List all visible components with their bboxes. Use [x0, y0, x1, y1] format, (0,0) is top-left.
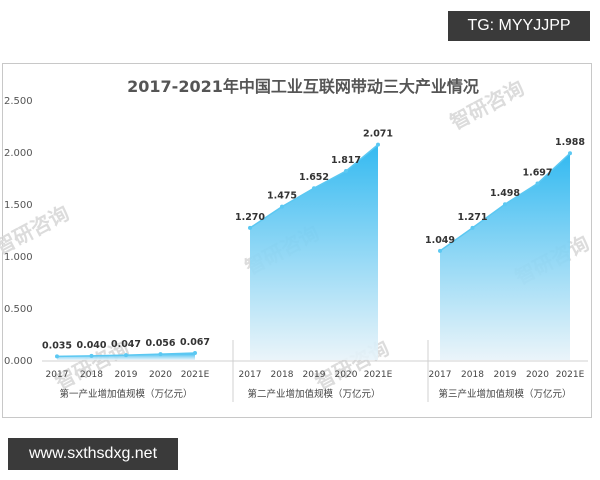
data-point	[535, 181, 540, 186]
data-point	[503, 202, 507, 207]
series-name-label: 第二产业增加值规模（万亿元）	[247, 388, 380, 400]
x-tick-label: 2020	[149, 370, 172, 380]
x-tick-label: 2019	[115, 370, 138, 380]
data-label: 1.049	[425, 235, 455, 246]
y-tick-label: 2.000	[4, 148, 33, 159]
data-point	[193, 351, 197, 356]
x-tick-label: 2019	[303, 370, 326, 380]
y-tick-label: 1.000	[4, 252, 33, 263]
data-point	[55, 354, 59, 359]
data-point	[124, 353, 128, 358]
x-tick-label: 2019	[494, 370, 517, 380]
data-label: 1.697	[522, 168, 552, 179]
series-area	[250, 144, 378, 360]
x-tick-label: 2018	[271, 370, 294, 380]
data-label: 1.988	[555, 137, 585, 148]
data-label: 1.475	[267, 191, 297, 202]
data-point	[89, 353, 94, 358]
data-label: 0.047	[111, 339, 141, 350]
x-tick-label: 2020	[526, 370, 549, 380]
x-tick-label: 2018	[461, 370, 484, 380]
data-label: 1.270	[235, 212, 265, 223]
data-label: 0.035	[42, 340, 72, 351]
data-label: 1.498	[490, 188, 520, 199]
data-label: 2.071	[363, 129, 393, 140]
data-label: 1.271	[457, 212, 487, 223]
series-name-label: 第一产业增加值规模（万亿元）	[59, 388, 192, 400]
x-tick-label: 2020	[335, 370, 358, 380]
data-label: 0.067	[180, 337, 210, 348]
data-point	[470, 225, 475, 230]
series-area	[440, 153, 570, 360]
data-point	[158, 352, 163, 357]
data-point	[568, 151, 572, 156]
tg-badge: TG: MYYJJPP	[448, 11, 590, 41]
data-point	[376, 142, 380, 147]
data-label: 1.652	[299, 172, 329, 183]
data-label: 0.040	[76, 340, 106, 351]
x-tick-label: 2017	[46, 370, 69, 380]
x-tick-label: 2018	[80, 370, 103, 380]
data-point	[312, 186, 316, 191]
data-label: 1.817	[331, 155, 361, 166]
data-point	[344, 169, 348, 174]
x-tick-label: 2021E	[556, 370, 585, 380]
data-label: 0.056	[145, 338, 175, 349]
y-axis: 0.000 0.500 1.000 1.500 2.000 2.500	[4, 96, 33, 367]
data-point	[438, 248, 442, 253]
x-tick-label: 2017	[239, 370, 262, 380]
chart-title: 2017-2021年中国工业互联网带动三大产业情况	[127, 77, 479, 96]
series-name-label: 第三产业增加值规模（万亿元）	[438, 388, 571, 400]
plot-area: 0.035 2017 0.040 2018 0.047 2019 0.056 2020 0.06…	[42, 129, 588, 402]
url-badge: www.sxthsdxg.net	[8, 438, 178, 470]
y-tick-label: 2.500	[4, 96, 33, 107]
x-tick-label: 2021E	[364, 370, 393, 380]
x-tick-label: 2017	[429, 370, 452, 380]
data-point	[280, 204, 284, 209]
y-tick-label: 0.000	[4, 356, 33, 367]
x-tick-label: 2021E	[181, 370, 210, 380]
y-tick-label: 1.500	[4, 200, 33, 211]
y-tick-label: 0.500	[4, 304, 33, 315]
data-point	[248, 225, 252, 230]
